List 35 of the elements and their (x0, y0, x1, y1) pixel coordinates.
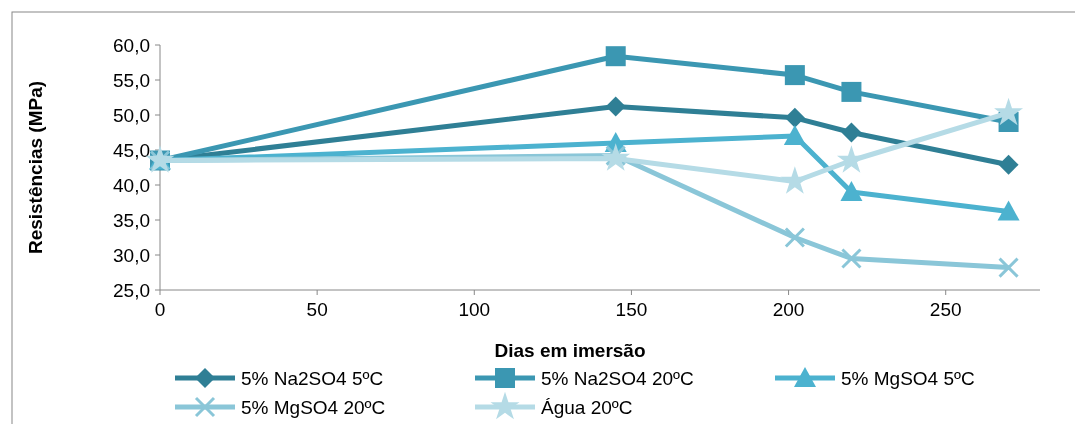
x-tick-label: 250 (929, 299, 962, 320)
y-tick-label: 40,0 (113, 174, 150, 196)
legend-label: 5% Na2SO4 5ºC (241, 367, 384, 389)
y-tick-label: 55,0 (113, 69, 150, 91)
point (841, 81, 862, 102)
point (605, 46, 626, 67)
x-axis-title: Dias em imersão (494, 340, 646, 361)
legend-label: 5% Na2SO4 20ºC (541, 367, 694, 389)
point (840, 248, 862, 269)
y-tick-label: 50,0 (113, 104, 150, 126)
x-tick-label: 100 (458, 299, 491, 320)
y-tick-label: 25,0 (113, 279, 150, 301)
point (840, 181, 863, 201)
point (784, 65, 805, 86)
legend-label: 5% MgSO4 5ºC (841, 367, 975, 389)
legend-label: 5% MgSO4 20ºC (241, 396, 386, 418)
legend-label: Água 20ºC (541, 396, 633, 418)
point (841, 122, 862, 143)
point (998, 257, 1020, 279)
point (998, 154, 1019, 175)
y-tick-label: 35,0 (113, 209, 150, 231)
y-tick-label: 30,0 (113, 244, 150, 266)
x-tick-label: 150 (615, 299, 648, 320)
point (997, 200, 1020, 221)
y-tick-label: 45,0 (113, 139, 150, 161)
x-tick-label: 0 (154, 299, 166, 320)
point (784, 107, 805, 128)
x-tick-label: 50 (306, 299, 328, 320)
y-tick-label: 60,0 (113, 34, 150, 56)
point (605, 96, 626, 117)
x-tick-label: 200 (772, 299, 805, 320)
point (783, 125, 806, 145)
y-axis-title: Resistências (MPa) (25, 80, 46, 255)
point (784, 227, 806, 248)
point (994, 97, 1024, 126)
